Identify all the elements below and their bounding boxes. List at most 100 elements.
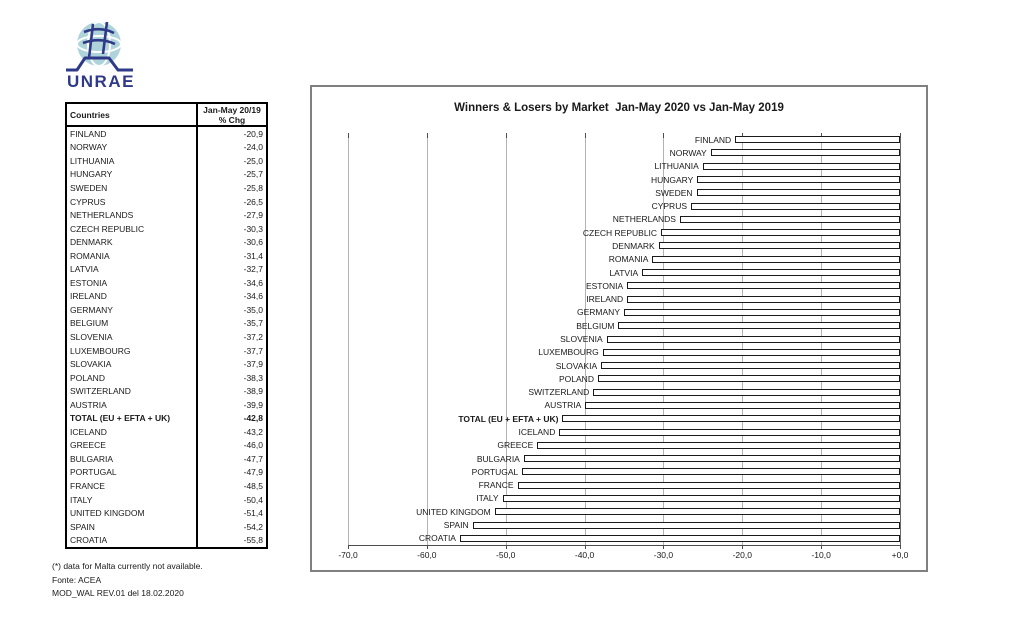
value-cell: -47,7 xyxy=(243,453,263,464)
country-cell: GERMANY xyxy=(67,303,198,317)
country-cell: POLAND xyxy=(67,370,198,385)
bar xyxy=(494,508,900,516)
axis-tick xyxy=(821,545,823,549)
bar xyxy=(459,534,900,542)
table-row: BELGIUM -35,7 xyxy=(67,316,266,331)
country-cell: CYPRUS xyxy=(67,194,198,209)
country-cell: TOTAL (EU + EFTA + UK) xyxy=(67,411,198,426)
country-cell: AUSTRIA xyxy=(67,397,198,412)
value-cell: -50,4 xyxy=(243,494,263,505)
bar-label: TOTAL (EU + EFTA + UK) xyxy=(458,413,559,424)
footnote-source: Fonte: ACEA xyxy=(52,574,102,585)
value-cell: -35,7 xyxy=(243,318,263,329)
table-row: PORTUGAL -47,9 xyxy=(67,465,266,480)
country-cell: SLOVENIA xyxy=(67,330,198,344)
bar xyxy=(559,428,900,436)
country-cell: UNITED KINGDOM xyxy=(67,506,198,520)
value-cell: -51,4 xyxy=(243,508,263,519)
bar xyxy=(627,295,900,303)
gridline xyxy=(426,133,428,545)
country-cell: BELGIUM xyxy=(67,316,198,331)
bar xyxy=(661,229,900,237)
value-cell: -20,9 xyxy=(243,128,263,139)
axis-tick-label: -20,0 xyxy=(732,550,752,560)
value-cell: -46,0 xyxy=(243,440,263,451)
unrae-logo-graphic: UNRAE xyxy=(66,21,135,91)
axis-tick-label: -60,0 xyxy=(417,550,437,560)
bar-label: SPAIN xyxy=(443,520,469,531)
table-row: HUNGARY -25,7 xyxy=(67,167,266,182)
value-cell: -24,0 xyxy=(243,142,263,153)
value-cell: -34,6 xyxy=(243,291,263,302)
globe-icon xyxy=(76,21,122,67)
bar xyxy=(606,335,900,343)
bar-label: FRANCE xyxy=(478,480,514,491)
bar xyxy=(696,189,900,197)
bar xyxy=(642,269,900,277)
gridline xyxy=(584,133,586,545)
table-row: LUXEMBOURG -37,7 xyxy=(67,343,266,358)
bar xyxy=(652,255,900,263)
country-cell: NETHERLANDS xyxy=(67,208,198,222)
car-icon xyxy=(66,56,133,72)
axis-tick xyxy=(584,545,586,549)
col-header-countries: Countries xyxy=(67,104,198,125)
table-row: UNITED KINGDOM -51,4 xyxy=(67,506,266,520)
bar xyxy=(502,494,900,502)
col-header-change-line1: Jan-May 20/19 xyxy=(203,104,261,115)
value-cell: -54,2 xyxy=(243,521,263,532)
table-row: SLOVAKIA -37,9 xyxy=(67,357,266,371)
value-cell: -27,9 xyxy=(243,210,263,221)
country-cell: BULGARIA xyxy=(67,452,198,466)
value-cell: -26,5 xyxy=(243,196,263,207)
value-cell: -31,4 xyxy=(243,250,263,261)
table-row: SWEDEN -25,8 xyxy=(67,181,266,195)
table-row: NORWAY -24,0 xyxy=(67,140,266,155)
bar xyxy=(679,215,900,223)
bar-label: AUSTRIA xyxy=(544,400,582,411)
table-row: SLOVENIA -37,2 xyxy=(67,330,266,344)
col-header-change: Jan-May 20/19 % Chg xyxy=(198,104,266,125)
country-cell: ICELAND xyxy=(67,425,198,439)
table-row: GERMANY -35,0 xyxy=(67,303,266,317)
value-cell: -38,3 xyxy=(243,372,263,383)
value-cell: -38,9 xyxy=(243,386,263,397)
axis-tick xyxy=(663,545,665,549)
bar-label: LITHUANIA xyxy=(654,161,699,172)
bar xyxy=(735,136,900,144)
axis-tick-label: -30,0 xyxy=(653,550,674,560)
bar xyxy=(624,308,900,316)
axis-tick xyxy=(426,133,428,138)
bar-label: DENMARK xyxy=(612,240,655,251)
value-cell: -42,8 xyxy=(243,413,263,424)
brand-wordmark: UNRAE xyxy=(67,72,135,91)
bar xyxy=(472,521,900,529)
country-cell: DENMARK xyxy=(67,235,198,249)
country-cell: NORWAY xyxy=(67,140,198,155)
country-cell: PORTUGAL xyxy=(67,465,198,480)
unrae-logo: UNRAE xyxy=(60,14,138,92)
value-cell: -35,0 xyxy=(243,304,263,315)
bar xyxy=(697,176,900,184)
value-cell: -48,5 xyxy=(243,480,263,491)
table-row: CYPRUS -26,5 xyxy=(67,194,266,209)
bar-label: UNITED KINGDOM xyxy=(416,506,491,517)
table-body: FINLAND -20,9 NORWAY -24,0 LITHUANIA -25,0 HUN… xyxy=(67,127,266,547)
country-cell: FRANCE xyxy=(67,479,198,493)
country-cell: FINLAND xyxy=(67,127,198,141)
bar-label: CZECH REPUBLIC xyxy=(582,227,658,238)
bar xyxy=(702,162,900,170)
table-row: BULGARIA -47,7 xyxy=(67,452,266,466)
table-header: Countries Jan-May 20/19 % Chg xyxy=(67,104,266,127)
country-cell: LUXEMBOURG xyxy=(67,343,198,358)
country-cell: ROMANIA xyxy=(67,248,198,263)
bar-label: ICELAND xyxy=(518,427,556,438)
gridline xyxy=(900,133,901,545)
bar-label: LUXEMBOURG xyxy=(538,347,599,358)
country-cell: SPAIN xyxy=(67,519,198,534)
axis-tick xyxy=(663,133,665,138)
value-cell: -55,8 xyxy=(243,535,263,546)
table-row: SPAIN -54,2 xyxy=(67,519,266,534)
axis-tick-label: -50,0 xyxy=(496,550,516,560)
country-cell: SWEDEN xyxy=(67,181,198,195)
